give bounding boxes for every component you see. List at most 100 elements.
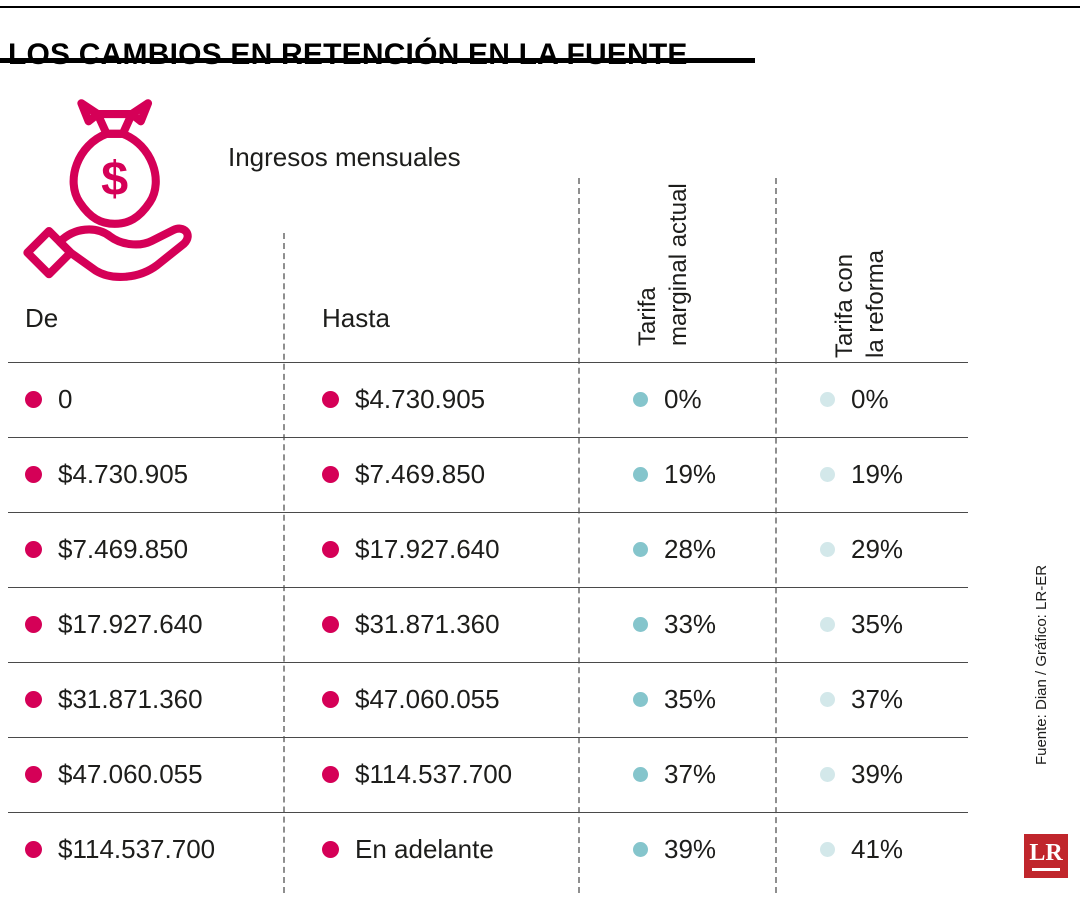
page-title: LOS CAMBIOS EN RETENCIÓN EN LA FUENTE bbox=[8, 38, 688, 72]
column-header-de: De bbox=[25, 303, 59, 333]
cell-de: 0 bbox=[25, 362, 72, 437]
value-tarifa-reforma: 41% bbox=[851, 834, 904, 864]
bullet-icon bbox=[820, 467, 835, 482]
bullet-icon bbox=[322, 691, 339, 708]
row-divider bbox=[8, 737, 968, 738]
value-tarifa-actual: 39% bbox=[664, 834, 717, 864]
lr-logo-text: LR bbox=[1029, 840, 1063, 866]
cell-tarifa-reforma: 37% bbox=[820, 662, 903, 737]
value-tarifa-reforma: 19% bbox=[851, 459, 904, 489]
bullet-icon bbox=[322, 766, 339, 783]
column-header-tarifa-actual: Tarifa marginal actual bbox=[632, 116, 694, 346]
value-tarifa-actual: 33% bbox=[664, 609, 717, 639]
column-header-tarifa-reforma: Tarifa con la reforma bbox=[829, 148, 891, 358]
bullet-icon bbox=[633, 767, 648, 782]
money-bag-hand-icon: $ bbox=[22, 86, 202, 296]
source-credit: Fuente: Dian / Gráfico: LR-ER bbox=[1033, 564, 1050, 766]
bullet-icon bbox=[322, 541, 339, 558]
bullet-icon bbox=[633, 842, 648, 857]
bullet-icon bbox=[25, 466, 42, 483]
cell-tarifa-actual: 37% bbox=[633, 737, 716, 812]
tarifa-reforma-line1: Tarifa con bbox=[831, 253, 858, 358]
bullet-icon bbox=[820, 392, 835, 407]
value-tarifa-reforma: 37% bbox=[851, 684, 904, 714]
bullet-icon bbox=[25, 691, 42, 708]
bullet-icon bbox=[633, 617, 648, 632]
cell-de: $4.730.905 bbox=[25, 437, 188, 512]
value-tarifa-reforma: 39% bbox=[851, 759, 904, 789]
bullet-icon bbox=[820, 767, 835, 782]
tarifa-reforma-line2: la reforma bbox=[862, 249, 889, 358]
cell-tarifa-reforma: 0% bbox=[820, 362, 889, 437]
row-divider bbox=[8, 362, 968, 363]
tarifa-actual-line2: marginal actual bbox=[665, 183, 692, 346]
cell-tarifa-actual: 35% bbox=[633, 662, 716, 737]
table-row: $114.537.700 En adelante 39% 41% bbox=[0, 812, 1080, 887]
cell-de: $31.871.360 bbox=[25, 662, 203, 737]
column-divider-dashed bbox=[283, 233, 285, 893]
bullet-icon bbox=[25, 616, 42, 633]
bullet-icon bbox=[322, 391, 339, 408]
cell-hasta: En adelante bbox=[322, 812, 494, 887]
value-hasta: En adelante bbox=[355, 834, 494, 864]
row-divider bbox=[8, 812, 968, 813]
row-divider bbox=[8, 437, 968, 438]
bullet-icon bbox=[25, 541, 42, 558]
lr-logo-underline bbox=[1032, 868, 1060, 871]
table-row: $17.927.640 $31.871.360 33% 35% bbox=[0, 587, 1080, 662]
bullet-icon bbox=[25, 841, 42, 858]
value-de: $114.537.700 bbox=[58, 834, 216, 864]
value-de: $31.871.360 bbox=[58, 684, 203, 714]
top-rule bbox=[0, 6, 1080, 8]
value-hasta: $17.927.640 bbox=[355, 534, 500, 564]
value-hasta: $47.060.055 bbox=[355, 684, 500, 714]
row-divider bbox=[8, 587, 968, 588]
bullet-icon bbox=[820, 617, 835, 632]
cell-tarifa-actual: 33% bbox=[633, 587, 716, 662]
value-de: 0 bbox=[58, 384, 73, 414]
value-hasta: $4.730.905 bbox=[355, 384, 486, 414]
cell-de: $47.060.055 bbox=[25, 737, 203, 812]
bullet-icon bbox=[322, 616, 339, 633]
bullet-icon bbox=[322, 841, 339, 858]
bullet-icon bbox=[322, 466, 339, 483]
column-divider-dashed bbox=[775, 178, 777, 893]
cell-hasta: $17.927.640 bbox=[322, 512, 500, 587]
cell-tarifa-actual: 28% bbox=[633, 512, 716, 587]
column-header-hasta: Hasta bbox=[322, 303, 390, 333]
table-row: $47.060.055 $114.537.700 37% 39% bbox=[0, 737, 1080, 812]
bullet-icon bbox=[633, 692, 648, 707]
cell-de: $114.537.700 bbox=[25, 812, 215, 887]
value-tarifa-actual: 28% bbox=[664, 534, 717, 564]
table-row: $7.469.850 $17.927.640 28% 29% bbox=[0, 512, 1080, 587]
cell-tarifa-reforma: 19% bbox=[820, 437, 903, 512]
bullet-icon bbox=[633, 467, 648, 482]
bullet-icon bbox=[633, 542, 648, 557]
bullet-icon bbox=[633, 392, 648, 407]
bullet-icon bbox=[820, 692, 835, 707]
value-tarifa-actual: 37% bbox=[664, 759, 717, 789]
value-de: $4.730.905 bbox=[58, 459, 189, 489]
cell-tarifa-actual: 0% bbox=[633, 362, 702, 437]
lr-logo: LR bbox=[1024, 834, 1068, 878]
value-tarifa-actual: 19% bbox=[664, 459, 717, 489]
cell-tarifa-actual: 39% bbox=[633, 812, 716, 887]
row-divider bbox=[8, 512, 968, 513]
table-row: 0 $4.730.905 0% 0% bbox=[0, 362, 1080, 437]
svg-text:$: $ bbox=[101, 152, 128, 206]
cell-hasta: $47.060.055 bbox=[322, 662, 500, 737]
tarifa-actual-line1: Tarifa bbox=[634, 287, 661, 346]
bullet-icon bbox=[25, 391, 42, 408]
cell-tarifa-reforma: 39% bbox=[820, 737, 903, 812]
cell-de: $17.927.640 bbox=[25, 587, 203, 662]
cell-tarifa-reforma: 41% bbox=[820, 812, 903, 887]
table-row: $4.730.905 $7.469.850 19% 19% bbox=[0, 437, 1080, 512]
value-hasta: $31.871.360 bbox=[355, 609, 500, 639]
cell-hasta: $7.469.850 bbox=[322, 437, 485, 512]
cell-tarifa-reforma: 35% bbox=[820, 587, 903, 662]
row-divider bbox=[8, 662, 968, 663]
value-de: $17.927.640 bbox=[58, 609, 203, 639]
cell-de: $7.469.850 bbox=[25, 512, 188, 587]
column-divider-dashed bbox=[578, 178, 580, 893]
table-row: $31.871.360 $47.060.055 35% 37% bbox=[0, 662, 1080, 737]
